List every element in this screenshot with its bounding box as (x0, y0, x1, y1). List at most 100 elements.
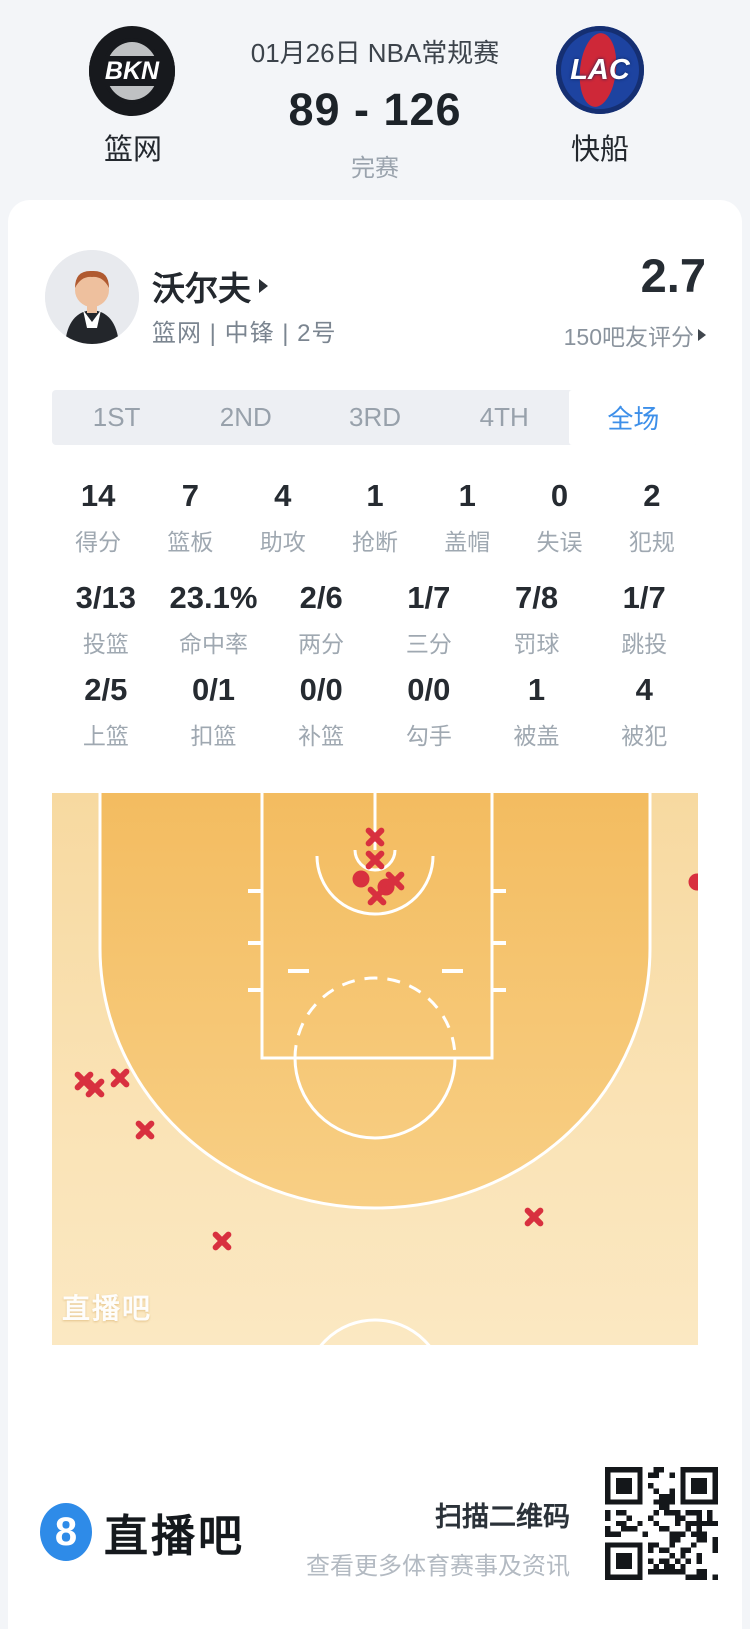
stat-cell: 4 被犯 (590, 672, 698, 751)
player-meta: 篮网 | 中锋 | 2号 (152, 320, 337, 347)
lac-logo-icon: LAC (556, 26, 644, 114)
stat-label: 勾手 (405, 723, 452, 749)
stat-label: 助攻 (259, 529, 306, 555)
stat-label: 上篮 (82, 723, 129, 749)
stat-cell: 2/6 两分 (267, 580, 375, 659)
stat-label: 得分 (75, 529, 122, 555)
brand[interactable]: 8 直播吧 (40, 1500, 245, 1564)
stat-value: 7 (181, 478, 200, 513)
qr-subtitle: 查看更多体育赛事及资讯 (306, 1553, 570, 1580)
stat-label: 犯规 (628, 529, 675, 555)
stat-cell: 23.1% 命中率 (160, 580, 268, 659)
team-away-logo: LAC (556, 26, 644, 116)
quarter-tab[interactable]: 全场 (568, 390, 699, 445)
shot-made-marker (688, 873, 698, 891)
stats-row-basic: 14 得分 7 篮板 4 助攻 1 抢断 1 盖帽 (52, 478, 698, 557)
stat-value: 0/0 (299, 672, 343, 707)
match-header: BKN 篮网 01月26日 NBA常规赛 89 - 126 完赛 LAC 快船 (0, 0, 750, 200)
stat-value: 1/7 (407, 580, 451, 615)
stat-cell: 1 盖帽 (421, 478, 513, 557)
stat-label: 被盖 (513, 723, 560, 749)
stat-cell: 0/1 扣篮 (160, 672, 268, 751)
player-row[interactable]: 沃尔夫 篮网 | 中锋 | 2号 2.7 150吧友评分 (8, 200, 742, 390)
team-away[interactable]: LAC 快船 (515, 26, 685, 168)
stat-cell: 7 篮板 (144, 478, 236, 557)
stat-cell: 4 助攻 (237, 478, 329, 557)
stat-label: 补篮 (298, 723, 345, 749)
stat-cell: 3/13 投篮 (52, 580, 160, 659)
brand-name: 直播吧 (104, 1512, 245, 1561)
footer: 8 直播吧 扫描二维码 查看更多体育赛事及资讯 (8, 1445, 742, 1629)
stat-label: 失误 (536, 529, 583, 555)
quarter-tabs: 1ST 2ND 3RD 4TH 全场 (52, 390, 699, 445)
stat-value: 2/5 (84, 672, 128, 707)
stat-value: 4 (274, 478, 292, 513)
player-avatar (45, 250, 139, 344)
player-stats-card: 沃尔夫 篮网 | 中锋 | 2号 2.7 150吧友评分 1ST 2ND 3RD… (8, 200, 742, 1629)
quarter-tab[interactable]: 4TH (479, 402, 529, 432)
stat-label: 盖帽 (444, 529, 491, 555)
stat-value: 2/6 (299, 580, 343, 615)
match-status: 完赛 (351, 155, 399, 182)
qr-text-block: 扫描二维码 查看更多体育赛事及资讯 (306, 1495, 570, 1581)
stat-label: 命中率 (179, 631, 248, 657)
stat-cell: 1/7 三分 (375, 580, 483, 659)
shot-missed-marker (133, 1118, 157, 1142)
stat-value: 14 (80, 478, 116, 513)
stat-label: 两分 (298, 631, 345, 657)
stat-value: 0/0 (407, 672, 451, 707)
stat-label: 扣篮 (190, 723, 237, 749)
stat-cell: 0/0 补篮 (267, 672, 375, 751)
shot-missed-marker (83, 1076, 107, 1100)
team-home-logo: BKN (89, 26, 177, 116)
stat-label: 跳投 (621, 631, 668, 657)
stat-label: 罚球 (513, 631, 560, 657)
stat-cell: 2 犯规 (606, 478, 698, 557)
stat-value: 2 (643, 478, 661, 513)
team-away-name: 快船 (570, 134, 629, 166)
quarter-tab[interactable]: 1ST (92, 402, 141, 432)
rating-link[interactable]: 150吧友评分 (564, 318, 706, 352)
stat-label: 投篮 (82, 631, 129, 657)
stat-cell: 0/0 勾手 (375, 672, 483, 751)
stat-value: 7/8 (514, 580, 559, 615)
stats-row-shot-types: 2/5 上篮 0/1 扣篮 0/0 补篮 0/0 勾手 1 被盖 (52, 672, 698, 751)
chevron-right-icon (698, 329, 706, 341)
stat-cell: 1/7 跳投 (590, 580, 698, 659)
stat-value: 1/7 (622, 580, 666, 615)
quarter-tab[interactable]: 2ND (219, 402, 272, 432)
competition-label: 01月26日 NBA常规赛 (250, 38, 500, 68)
quarter-tab[interactable]: 3RD (349, 402, 402, 432)
stat-cell: 0 失误 (513, 478, 605, 557)
player-name: 沃尔夫 (152, 270, 251, 307)
stat-value: 1 (366, 478, 384, 513)
match-center: 01月26日 NBA常规赛 89 - 126 完赛 (185, 0, 565, 183)
court-lines (98, 793, 652, 1345)
stat-label: 三分 (405, 631, 452, 657)
stat-cell: 14 得分 (52, 478, 144, 557)
stat-label: 被犯 (621, 723, 668, 749)
zhibo8-logo-icon: 8 (40, 1503, 92, 1561)
rating-label: 150吧友评分 (563, 324, 694, 350)
player-rating: 2.7 (640, 249, 706, 302)
stats-row-shooting: 3/13 投篮 23.1% 命中率 2/6 两分 1/7 三分 7/8 罚球 (52, 580, 698, 659)
stat-value: 0 (550, 478, 569, 513)
match-score: 89 - 126 (288, 84, 462, 135)
shot-missed-marker (522, 1205, 546, 1229)
watermark: 直播吧 (62, 1293, 153, 1324)
team-home[interactable]: BKN 篮网 (48, 26, 218, 168)
stat-cell: 1 被盖 (483, 672, 591, 751)
shot-missed-marker (363, 825, 387, 849)
chevron-right-icon (259, 279, 268, 293)
stat-label: 抢断 (351, 529, 398, 555)
stat-value: 1 (458, 478, 476, 513)
stat-cell: 7/8 罚球 (483, 580, 591, 659)
shot-missed-marker (108, 1066, 132, 1090)
shot-missed-marker (365, 884, 389, 908)
bkn-logo-icon: BKN (89, 26, 175, 116)
stat-cell: 1 抢断 (329, 478, 421, 557)
stat-cell: 2/5 上篮 (52, 672, 160, 751)
team-home-abbr: BKN (104, 56, 160, 85)
stat-label: 篮板 (167, 529, 214, 555)
stat-value: 0/1 (191, 672, 236, 707)
